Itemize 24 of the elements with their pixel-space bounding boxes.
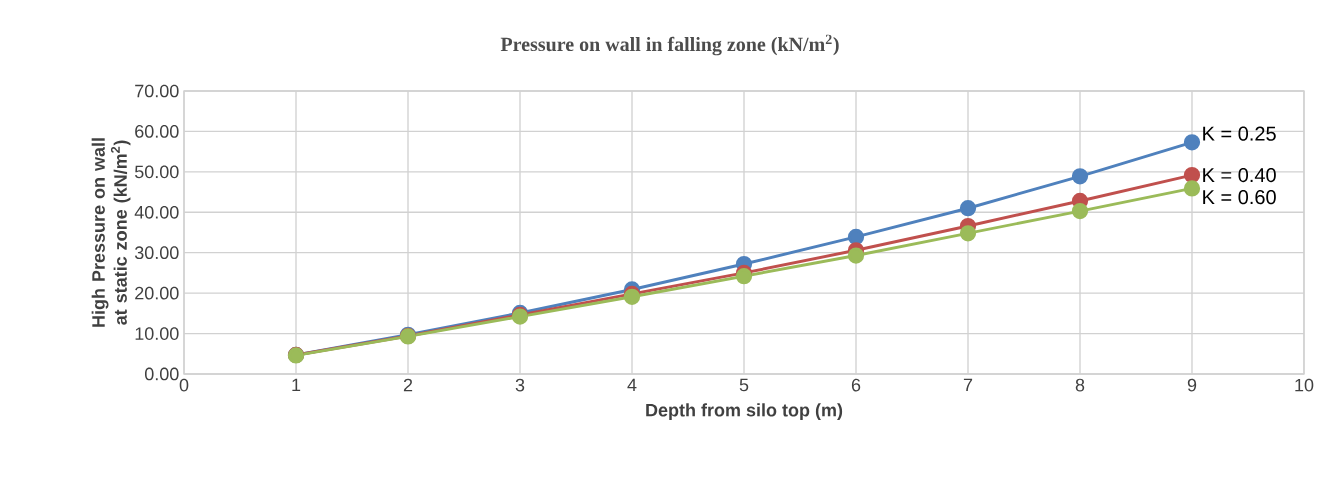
- y-tick-label: 10.00: [135, 327, 179, 340]
- x-tick-label: 0: [179, 378, 189, 392]
- series-label: K = 0.40: [1203, 168, 1276, 183]
- y-tick-label: 20.00: [135, 286, 179, 300]
- x-tick-label: 2: [403, 378, 413, 392]
- y-tick-label: 50.00: [134, 165, 179, 179]
- x-tick-label: 1: [292, 378, 301, 392]
- x-tick-label: 10: [1295, 378, 1314, 392]
- x-tick-label: 5: [739, 378, 749, 392]
- y-tick-label: 70.00: [135, 84, 179, 98]
- y-tick-label: 0.00: [144, 367, 179, 381]
- series-label: K = 0.25: [1203, 126, 1276, 141]
- y-tick-label: 40.00: [134, 205, 179, 219]
- x-tick-label: 6: [851, 378, 861, 392]
- x-tick-label: 4: [627, 378, 637, 392]
- x-tick-label: 8: [1075, 378, 1085, 392]
- y-tick-label: 60.00: [135, 125, 179, 138]
- series-label: K = 0.60: [1203, 190, 1276, 205]
- x-axis-title: Depth from silo top (m): [646, 403, 843, 421]
- x-tick-label: 9: [1187, 378, 1197, 392]
- x-tick-label: 3: [515, 378, 525, 392]
- chart-title: Pressure on wall in falling zone (kN/m$^{2}$): [500, 34, 839, 56]
- y-tick-label: 30.00: [134, 246, 179, 260]
- x-tick-label: 7: [963, 378, 973, 392]
